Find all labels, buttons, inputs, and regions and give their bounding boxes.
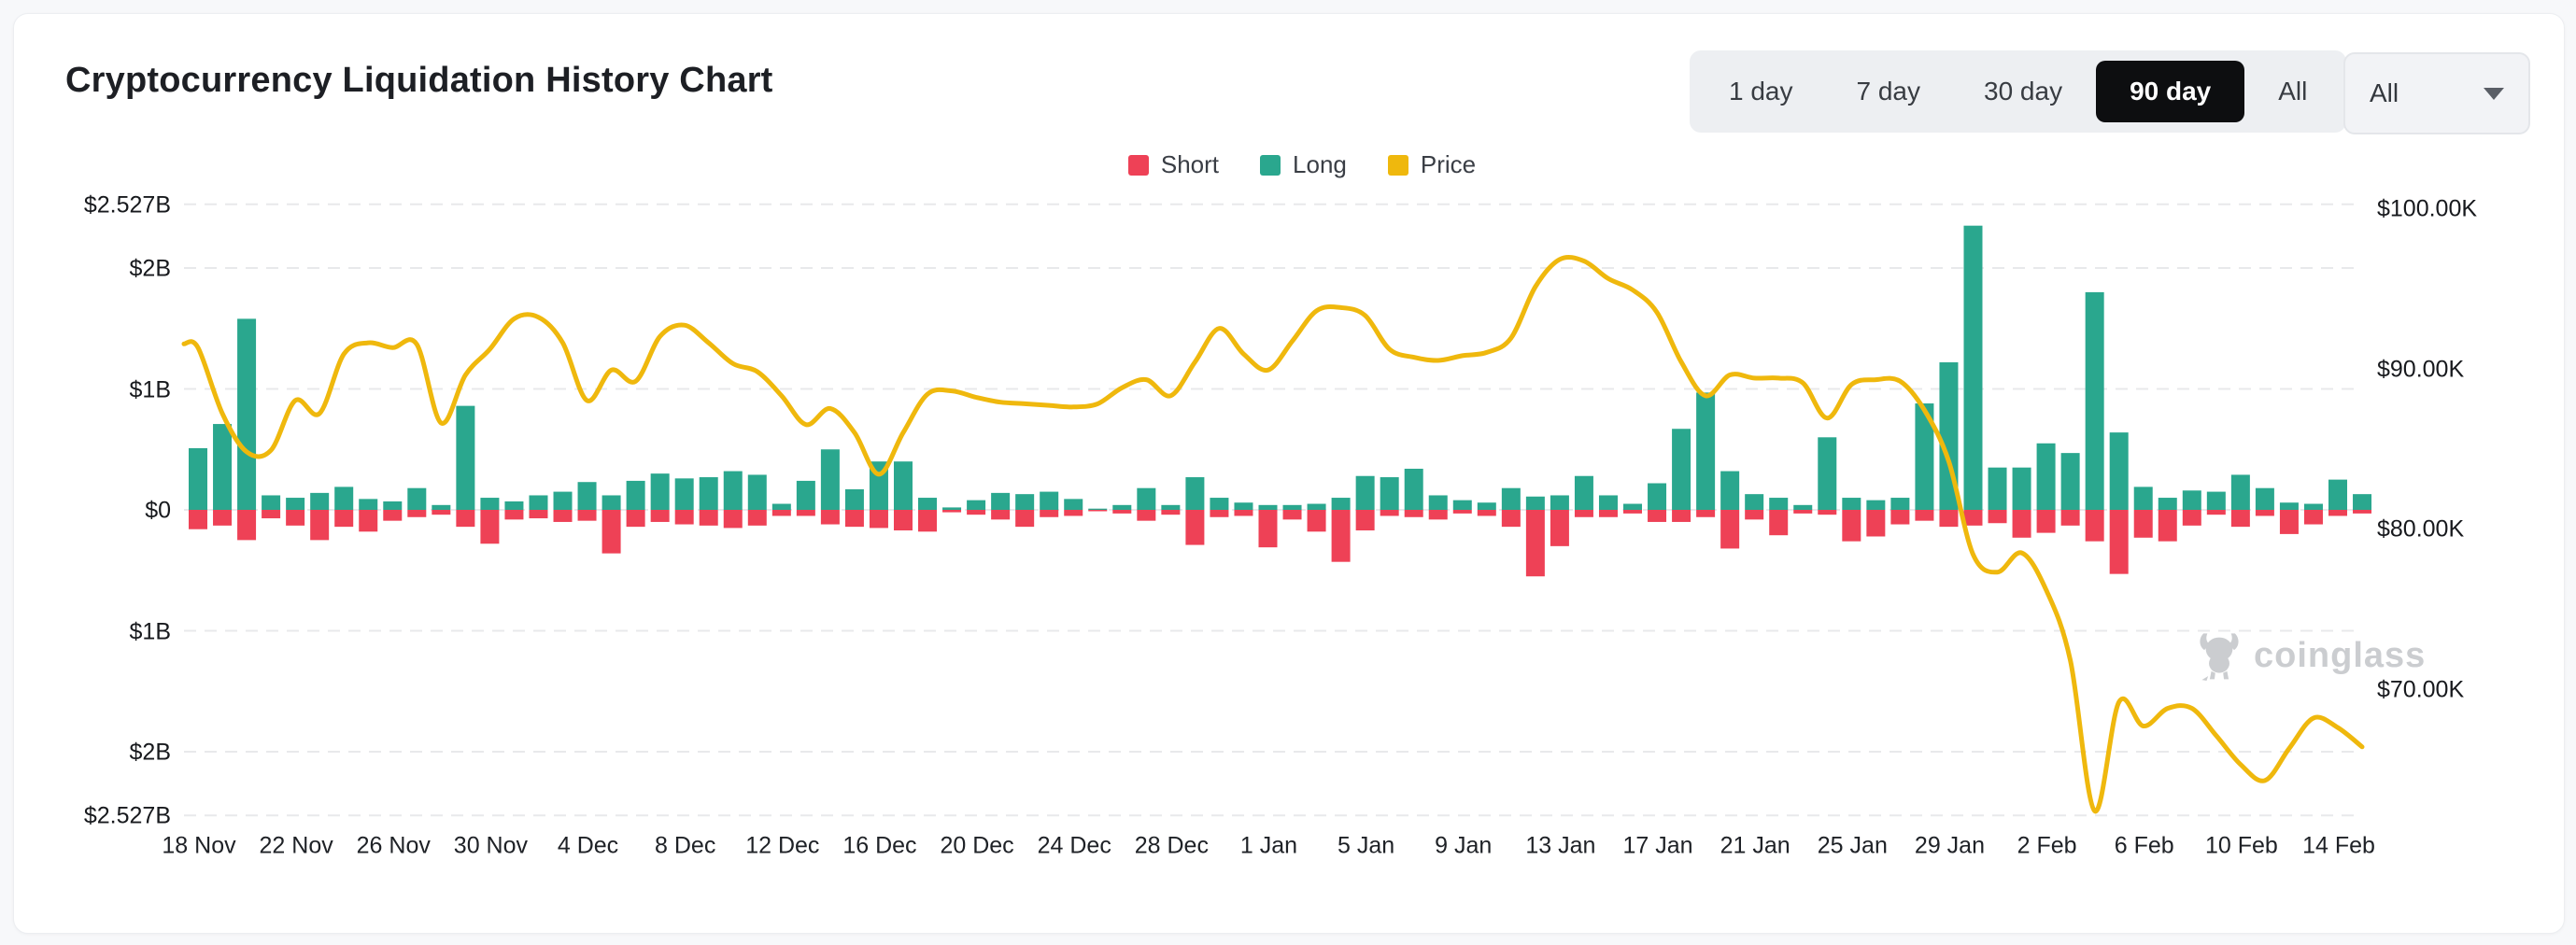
range-button-30day[interactable]: 30 day: [1954, 61, 2092, 122]
x-axis-tick: 14 Feb: [2302, 832, 2375, 859]
x-axis-tick: 25 Jan: [1817, 832, 1888, 859]
x-axis-tick: 24 Dec: [1037, 832, 1111, 859]
x-axis-tick: 9 Jan: [1435, 832, 1493, 859]
page-title: Cryptocurrency Liquidation History Chart: [65, 61, 773, 100]
x-axis-tick: 30 Nov: [453, 832, 529, 859]
x-axis-tick: 26 Nov: [356, 832, 431, 859]
x-axis-tick: 17 Jan: [1622, 832, 1693, 859]
x-axis-tick: 16 Dec: [842, 832, 917, 859]
long-swatch-icon: [1260, 154, 1281, 176]
bull-logo-icon: [2200, 633, 2239, 681]
y-left-tick: $0: [145, 497, 171, 524]
x-axis-tick: 28 Dec: [1134, 832, 1209, 859]
x-axis-tick: 18 Nov: [162, 832, 236, 859]
x-axis-tick: 5 Jan: [1338, 832, 1395, 859]
y-left-tick: $2.527B: [83, 191, 171, 219]
range-button-all[interactable]: All: [2248, 61, 2337, 122]
x-axis-tick: 10 Feb: [2204, 832, 2278, 859]
x-axis-tick: 13 Jan: [1525, 832, 1596, 859]
watermark-text: coinglass: [2254, 635, 2427, 675]
chart-card: Cryptocurrency Liquidation History Chart…: [13, 13, 2565, 934]
y-right-tick: $70.00K: [2377, 676, 2465, 703]
range-button-7day[interactable]: 7 day: [1827, 61, 1951, 122]
x-axis-tick: 22 Nov: [259, 832, 333, 859]
y-right-tick: $100.00K: [2377, 195, 2478, 222]
x-axis-tick: 6 Feb: [2114, 832, 2174, 859]
x-axis-tick: 2 Feb: [2017, 832, 2077, 859]
legend-item-price[interactable]: Price: [1387, 150, 1477, 179]
x-axis-tick: 21 Jan: [1720, 832, 1790, 859]
coinglass-watermark: coinglass: [2194, 630, 2426, 681]
chart-legend: Short Long Price: [14, 150, 2576, 179]
price-swatch-icon: [1387, 154, 1408, 176]
range-button-1day[interactable]: 1 day: [1699, 61, 1823, 122]
short-swatch-icon: [1127, 154, 1149, 176]
y-left-tick: $1B: [129, 618, 171, 644]
y-left-tick: $2B: [129, 739, 171, 766]
legend-label-price: Price: [1420, 150, 1477, 178]
x-axis-tick: 12 Dec: [745, 832, 820, 859]
x-axis-tick: 4 Dec: [557, 832, 619, 859]
x-axis-tick: 8 Dec: [655, 832, 716, 859]
legend-label-long: Long: [1293, 150, 1347, 178]
symbol-dropdown-value: All: [2370, 78, 2399, 107]
range-button-90day-active[interactable]: 90 day: [2096, 61, 2245, 122]
x-axis-tick: 1 Jan: [1239, 832, 1298, 859]
symbol-dropdown[interactable]: All: [2343, 52, 2530, 134]
y-right-tick: $80.00K: [2377, 515, 2465, 543]
y-left-tick: $1B: [129, 376, 171, 402]
y-left-tick: $2B: [129, 255, 171, 282]
legend-item-long[interactable]: Long: [1260, 150, 1347, 179]
x-axis-tick: 29 Jan: [1914, 832, 1985, 859]
x-axis-tick: 20 Dec: [940, 832, 1014, 859]
range-selector: 1 day 7 day 30 day 90 day All: [1690, 50, 2347, 133]
chevron-down-icon: [2484, 87, 2504, 100]
legend-item-short[interactable]: Short: [1127, 150, 1220, 179]
y-left-tick: $2.527B: [83, 802, 171, 829]
legend-label-short: Short: [1160, 150, 1220, 178]
y-right-tick: $90.00K: [2377, 356, 2465, 383]
